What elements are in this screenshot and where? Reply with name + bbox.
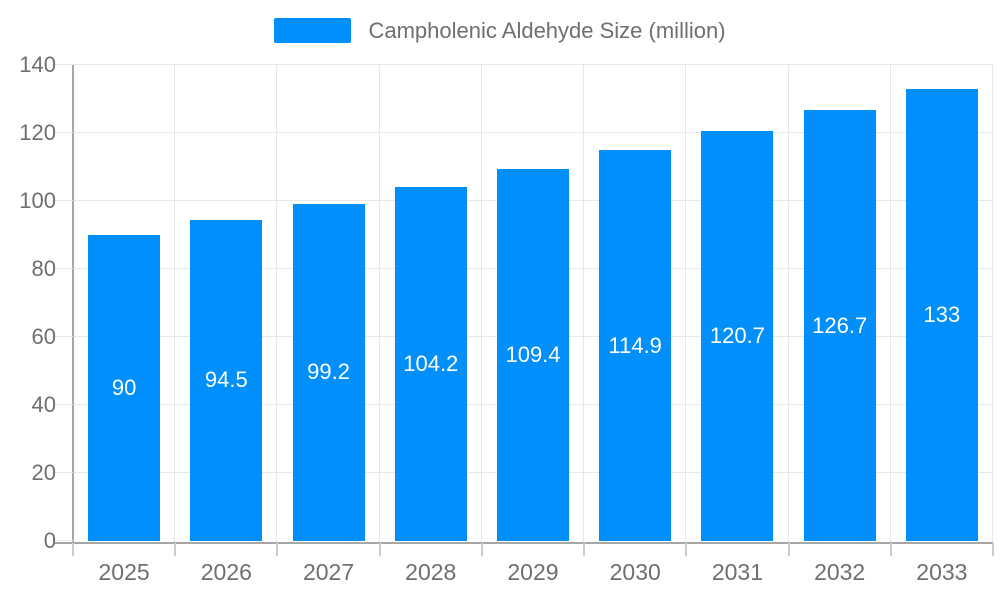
y-axis-label: 20 [31,460,56,485]
bar-value-label: 104.2 [403,350,459,376]
bar-value-label: 114.9 [608,332,662,358]
y-gridline [73,132,993,133]
y-axis-label: 60 [31,324,56,349]
x-axis-line [55,542,993,544]
x-axis-tick [583,543,586,556]
x-gridline [685,65,687,542]
x-gridline [992,65,993,542]
bar-value-label: 120.7 [709,322,765,348]
x-gridline [583,65,585,542]
bar[interactable]: 120.7 [701,130,774,541]
bar[interactable]: 90 [88,235,161,541]
bar-value-label: 109.4 [505,342,561,367]
bar-value-label: 133 [923,301,961,327]
x-axis-label: 2031 [711,559,764,585]
y-axis-label: 140 [19,52,56,77]
x-gridline [889,65,891,542]
legend-swatch [274,17,352,43]
x-axis-label: 2032 [814,559,866,585]
y-gridline [73,64,993,65]
x-gridline [787,65,789,542]
x-axis-label: 2033 [916,559,968,585]
y-axis-label: 0 [43,528,56,553]
x-gridline [378,65,380,542]
y-axis-label: 100 [19,188,56,213]
x-gridline [174,65,176,542]
y-axis-label: 40 [31,392,56,417]
y-axis-label: 80 [31,256,56,281]
bar-value-label: 90 [111,375,137,400]
x-axis-tick [72,543,74,556]
y-axis-tick [55,472,73,473]
x-axis-label: 2027 [302,559,355,585]
bar[interactable]: 133 [905,88,978,541]
plot-area: 90 94.5 99.2 104.2 109.4 114.9 120.7 126.7 133 [55,64,993,544]
legend[interactable]: Campholenic Aldehyde Size (million) [0,16,1000,44]
bar[interactable]: 104.2 [394,186,467,541]
y-axis-tick [55,268,73,269]
x-axis-tick [889,543,892,556]
x-gridline [276,65,278,542]
y-axis-line [72,65,74,542]
y-axis-tick [55,336,73,337]
x-axis-tick [787,543,790,556]
y-axis-tick [55,404,73,405]
bar[interactable]: 114.9 [599,150,672,541]
x-axis-label: 2026 [200,559,252,585]
legend-label: Campholenic Aldehyde Size (million) [368,17,726,43]
bar-value-label: 126.7 [812,312,868,338]
x-axis-tick [174,543,177,556]
x-axis-tick [378,543,381,556]
bar[interactable]: 94.5 [190,219,263,541]
x-axis-tick [480,543,483,556]
x-axis-label: 2028 [405,559,457,585]
bar-value-label: 99.2 [307,359,350,385]
x-axis-label: 2029 [507,559,559,585]
y-axis-tick [55,200,73,201]
bar-value-label: 94.5 [204,367,248,393]
bar[interactable]: 126.7 [803,110,876,541]
x-axis-tick [276,543,279,556]
x-gridline [480,65,482,542]
x-axis-tick [685,543,688,556]
bar[interactable]: 99.2 [292,203,365,541]
y-axis-label: 120 [19,120,56,145]
x-axis-tick [992,543,994,556]
x-axis-label: 2025 [98,559,150,585]
bar[interactable]: 109.4 [497,169,569,541]
y-axis-tick [55,64,73,65]
y-axis-tick [55,132,73,133]
y-axis-tick [55,540,73,541]
x-axis-label: 2030 [609,559,661,585]
